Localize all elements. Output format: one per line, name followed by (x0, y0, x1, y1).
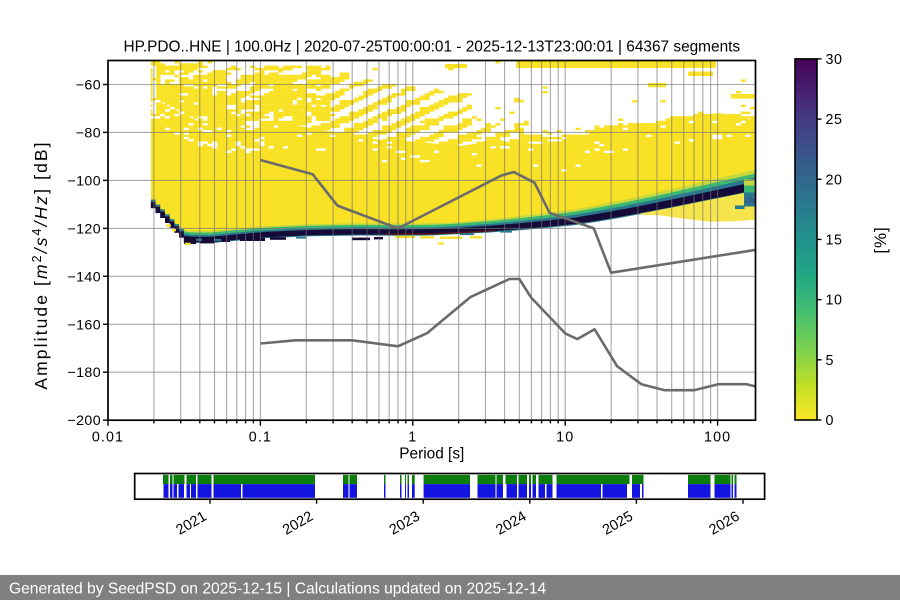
svg-text:10: 10 (826, 293, 843, 309)
svg-text:1: 1 (408, 430, 417, 446)
svg-text:0: 0 (826, 413, 834, 429)
svg-text:20: 20 (826, 172, 843, 188)
svg-text:HP.PDO..HNE | 100.0Hz | 2020-0: HP.PDO..HNE | 100.0Hz | 2020-07-25T00:00… (124, 39, 741, 56)
svg-text:−180: −180 (67, 365, 101, 381)
svg-text:5: 5 (826, 353, 834, 369)
svg-text:Amplitude [m2/s4/Hz] [dB]: Amplitude [m2/s4/Hz] [dB] (30, 140, 51, 389)
svg-text:100: 100 (704, 430, 731, 446)
svg-text:−80: −80 (76, 125, 101, 141)
svg-text:15: 15 (826, 232, 843, 248)
svg-text:10: 10 (556, 430, 574, 446)
svg-text:−140: −140 (67, 269, 101, 285)
svg-text:−160: −160 (67, 317, 101, 333)
svg-text:−200: −200 (67, 413, 101, 429)
svg-text:0.01: 0.01 (92, 430, 124, 446)
svg-text:0.1: 0.1 (249, 430, 272, 446)
svg-text:25: 25 (826, 112, 843, 128)
svg-text:30: 30 (826, 52, 843, 68)
svg-text:Period [s]: Period [s] (399, 446, 464, 463)
svg-text:−120: −120 (67, 221, 101, 237)
svg-text:Generated by SeedPSD on 2025-1: Generated by SeedPSD on 2025-12-15 | Cal… (9, 581, 547, 598)
svg-text:−100: −100 (67, 173, 101, 189)
svg-text:[%]: [%] (871, 226, 890, 253)
svg-text:−60: −60 (76, 78, 101, 94)
